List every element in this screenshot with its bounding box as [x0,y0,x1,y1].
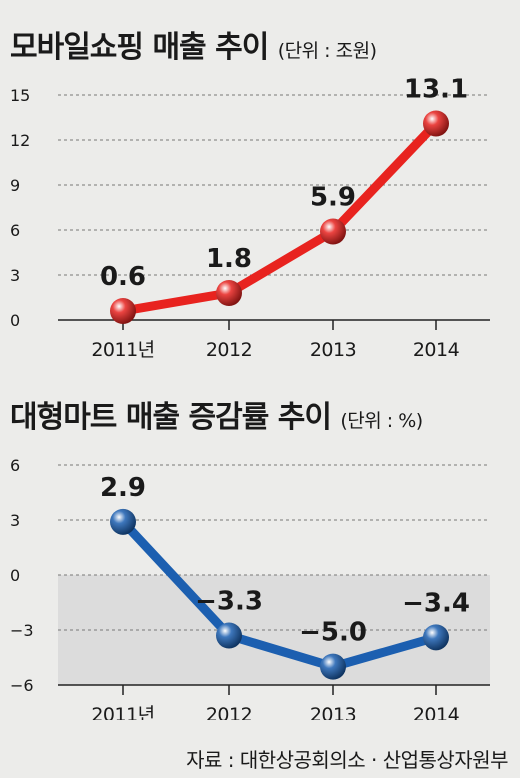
chart1-y-tick-label: 12 [10,131,30,150]
chart2-x-tick-label: 2013 [310,704,356,720]
chart1-data-point [423,110,449,137]
chart2-y-tick-label: −6 [10,676,34,695]
chart1-unit: (단위 : 조원) [277,40,377,62]
chart2-data-label: −5.0 [299,618,367,648]
chart1-y-tick-label: 0 [10,311,20,330]
chart2-data-label: −3.3 [195,587,263,617]
chart2-unit: (단위 : %) [340,410,423,432]
chart2-y-tick-label: 3 [10,511,20,530]
chart2-data-point [423,624,449,651]
chart2-data-point [216,622,242,649]
chart2-y-tick-label: 0 [10,566,20,585]
chart2-data-label: 2.9 [100,473,146,503]
chart1-series-line [118,119,441,316]
chart2-title-block: 대형마트 매출 증감률 추이 (단위 : %) [10,392,423,436]
chart1-y-tick-label: 9 [10,176,20,195]
chart1-y-tick-label: 3 [10,266,20,285]
chart1-mobile-shopping-sales: 0 3 6 9 12 15 2011년 2012 2013 2014 0.6 1.8 5.9 13.1 [10,75,490,361]
chart1-data-label: 13.1 [404,75,468,105]
chart1-data-label: 0.6 [100,262,146,292]
chart1-data-label: 5.9 [310,183,356,213]
chart2-y-tick-label: 6 [10,456,20,475]
chart2-series-line [118,517,441,672]
chart2-data-point [110,508,136,535]
chart2-mart-sales-growth: −6 −3 0 3 6 2011년 2012 2013 2014 2.9 −3.3 −5.0 −3.4 [10,456,490,720]
chart2-x-tick-label: 2012 [206,704,252,720]
chart1-data-label: 1.8 [206,244,252,274]
chart2-x-tick-label: 2011년 [91,704,154,720]
chart1-x-tick-label: 2012 [206,339,252,361]
chart1-y-tick-label: 6 [10,221,20,240]
chart1-y-tick-label: 15 [10,86,30,105]
chart2-title: 대형마트 매출 증감률 추이 [10,400,332,435]
chart2-data-label: −3.4 [402,588,470,618]
chart1-x-tick-label: 2014 [413,339,460,361]
chart1-data-point [320,218,346,245]
chart1-x-tick-label: 2013 [310,339,356,361]
chart1-title-block: 모바일쇼핑 매출 추이 (단위 : 조원) [10,22,377,66]
chart1-x-tick-label: 2011년 [91,339,154,361]
chart2-data-point [320,653,346,680]
chart1-data-point [216,280,242,306]
chart2-x-tick-label: 2014 [413,704,460,720]
chart1-title: 모바일쇼핑 매출 추이 [10,30,269,65]
chart2-y-tick-label: −3 [10,621,34,640]
chart1-data-point [110,298,136,324]
source-note: 자료 : 대한상공회의소 · 산업통상자원부 [186,748,508,772]
